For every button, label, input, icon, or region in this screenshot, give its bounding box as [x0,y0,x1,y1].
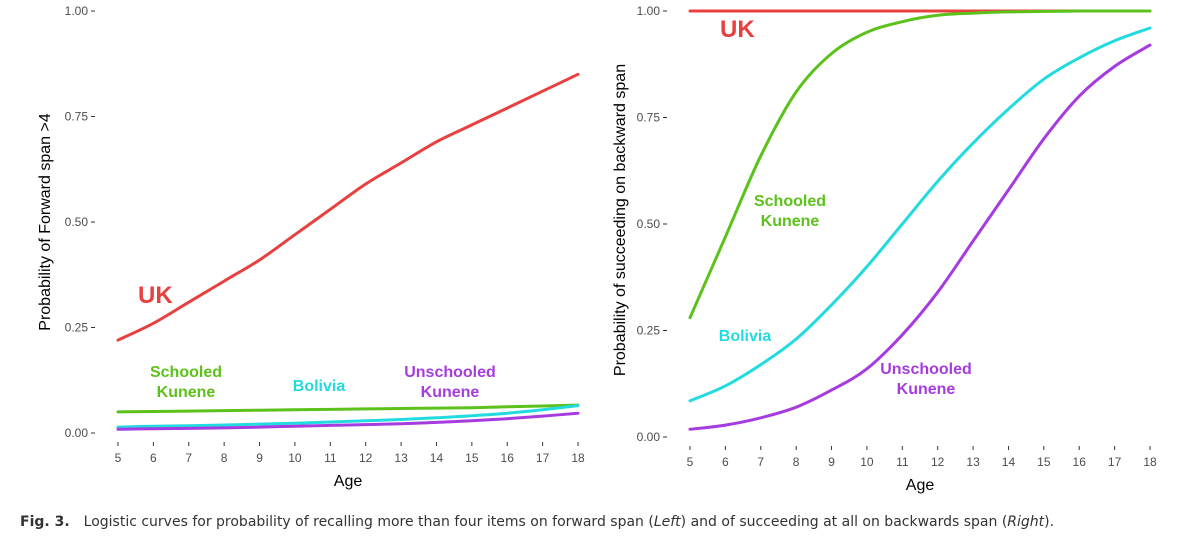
left-y-tick-label: 0.50 [65,215,89,229]
left-y-tick-label: 0.00 [65,426,89,440]
figure-caption: Fig. 3. Logistic curves for probability o… [20,514,1195,530]
right-x-tick-label: 10 [860,455,874,469]
left-series-line-bolivia [116,404,580,429]
right-x-tick-label: 14 [1002,455,1016,469]
right-x-tick-label: 5 [687,455,694,469]
right-x-tick-label: 12 [931,455,945,469]
left-x-tick-label: 17 [536,451,550,465]
right-y-axis-title: Probability of succeeding on backward sp… [612,64,629,376]
left-panel: 0.00 0.25 0.50 0.75 1.00 5 6 7 8 9 10 11 12 13 14 15 16 1… [37,4,585,490]
right-y-tick-label: 1.00 [637,4,661,18]
left-series-line-unschooled-kunene [116,411,580,431]
right-y-tick-label: 0.50 [637,217,661,231]
right-x-axis-title: Age [906,477,935,494]
right-x-tick-label: 18 [1143,455,1157,469]
right-y-tick-label: 0.75 [637,111,661,125]
left-y-tick-label: 0.75 [65,110,89,124]
right-series-line-bolivia [688,26,1152,403]
right-x-tick-label: 6 [722,455,729,469]
left-x-tick-label: 6 [150,451,157,465]
left-x-tick-label: 13 [394,451,408,465]
right-x-tick-label: 8 [793,455,800,469]
figure-number: Fig. 3. [20,514,70,530]
left-x-tick-label: 8 [221,451,228,465]
right-x-tick-label: 16 [1073,455,1087,469]
right-x-tick-label: 17 [1108,455,1122,469]
left-x-tick-label: 18 [571,451,585,465]
right-series-label-uk: UK [720,16,755,43]
left-x-tick-label: 16 [501,451,515,465]
left-x-axis-title: Age [334,473,363,490]
right-y-tick-label: 0.25 [637,324,661,338]
left-series-label-uk: UK [138,282,173,309]
right-y-tick-label: 0.00 [637,430,661,444]
left-x-tick-label: 5 [115,451,122,465]
right-series-label-schooled-kunene: Schooled Kunene [754,193,826,230]
right-series-line-unschooled-kunene [688,43,1152,431]
right-x-tick-label: 13 [966,455,980,469]
left-series-label-bolivia: Bolivia [293,378,346,395]
right-series-label-bolivia: Bolivia [719,328,772,345]
right-x-tick-label: 11 [896,455,909,469]
left-series-line-uk [116,72,580,342]
left-x-tick-label: 12 [359,451,373,465]
right-series-line-schooled-kunene [688,9,1152,320]
caption-text: Logistic curves for probability of recal… [83,514,1055,530]
left-series-label-unschooled-kunene: Unschooled Kunene [404,364,496,401]
left-y-tick-label: 1.00 [65,4,89,18]
left-x-tick-label: 14 [430,451,444,465]
left-series-label-schooled-kunene: Schooled Kunene [150,364,222,401]
left-x-tick-label: 11 [324,451,337,465]
right-x-tick-label: 7 [757,455,764,469]
left-x-tick-label: 15 [465,451,479,465]
left-y-tick-label: 0.25 [65,321,89,335]
right-x-tick-label: 9 [828,455,835,469]
left-x-tick-label: 7 [185,451,192,465]
right-series-label-unschooled-kunene: Unschooled Kunene [880,361,972,398]
right-panel: 0.00 0.25 0.50 0.75 1.00 5 6 7 8 9 10 11 12 13 14 15 16 1… [612,4,1157,494]
left-y-axis-title: Probability of Forward span >4 [37,113,54,331]
left-x-tick-label: 10 [288,451,302,465]
right-x-tick-label: 15 [1037,455,1051,469]
left-series-line-schooled-kunene [116,403,580,414]
left-x-tick-label: 9 [256,451,263,465]
